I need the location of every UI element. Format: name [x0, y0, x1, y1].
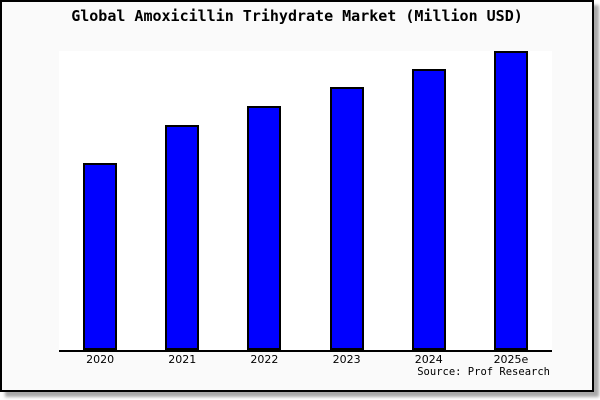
bar-slot	[470, 51, 552, 350]
source-note: Source: Prof Research	[417, 366, 550, 378]
bar-2024	[411, 68, 446, 350]
bar-2022	[247, 106, 282, 350]
bar-2021	[165, 124, 200, 350]
x-tick-label: 2021	[168, 353, 197, 366]
bar-2020	[83, 163, 118, 350]
plot-area	[59, 51, 552, 352]
bar-slot	[141, 51, 223, 350]
bars-container	[59, 51, 552, 350]
bar-slot	[388, 51, 470, 350]
x-tick-label: 2022	[250, 353, 279, 366]
x-tick-label: 2023	[332, 353, 361, 366]
x-tick-label: 2020	[86, 353, 115, 366]
x-tick-label: 2024	[414, 353, 443, 366]
bar-2025e	[493, 51, 528, 350]
bar-slot	[223, 51, 305, 350]
x-axis-labels: 2020 2021 2022 2023 2024 2025e	[59, 353, 552, 367]
x-tick-label: 2025e	[493, 353, 529, 366]
chart-frame: Global Amoxicillin Trihydrate Market (Mi…	[0, 0, 594, 392]
chart-title: Global Amoxicillin Trihydrate Market (Mi…	[71, 7, 523, 25]
bar-2023	[329, 86, 364, 350]
bar-slot	[59, 51, 141, 350]
bar-slot	[306, 51, 388, 350]
